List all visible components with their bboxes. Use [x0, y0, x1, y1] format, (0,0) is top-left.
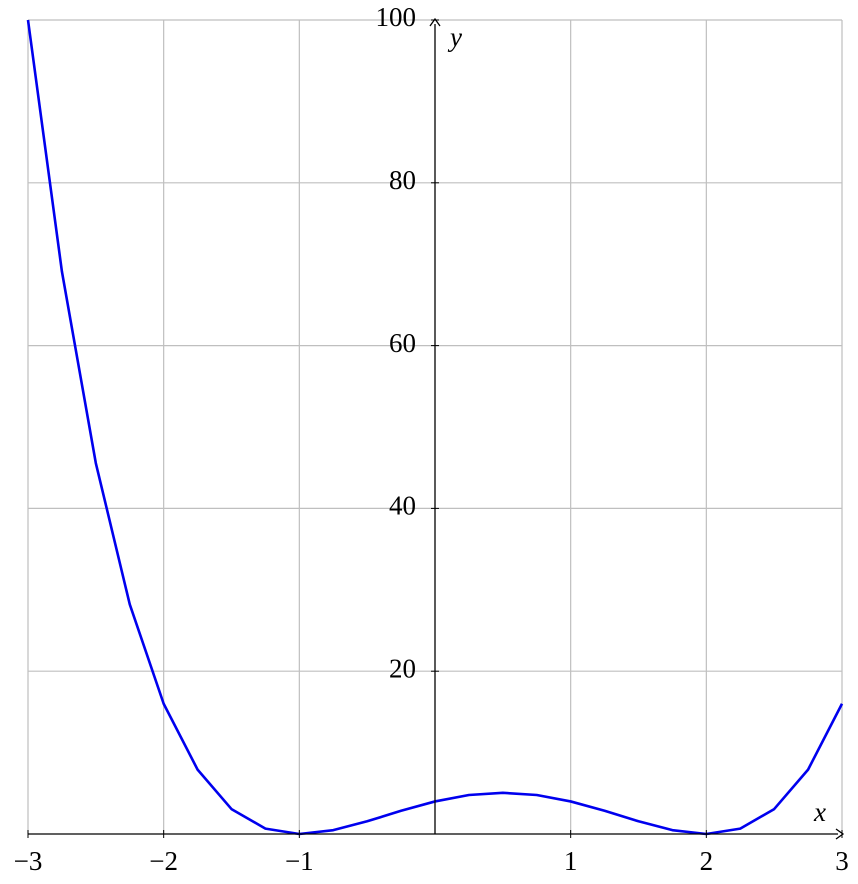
- x-tick-label: 2: [700, 846, 714, 876]
- y-tick-label: 80: [389, 165, 416, 195]
- y-tick-label: 40: [389, 491, 416, 521]
- y-tick-label: 60: [389, 328, 416, 358]
- y-tick-label: 20: [389, 653, 416, 683]
- x-axis-label: x: [813, 797, 826, 827]
- y-axis-label: y: [447, 22, 462, 52]
- y-axis-arrow: [429, 17, 441, 27]
- x-tick-label: 1: [564, 846, 578, 876]
- x-tick-label: −3: [14, 846, 43, 876]
- x-tick-label: −2: [149, 846, 178, 876]
- x-axis-arrow: [835, 828, 845, 840]
- y-tick-label: 100: [376, 2, 417, 32]
- x-tick-label: 3: [835, 846, 849, 876]
- x-tick-label: −1: [285, 846, 314, 876]
